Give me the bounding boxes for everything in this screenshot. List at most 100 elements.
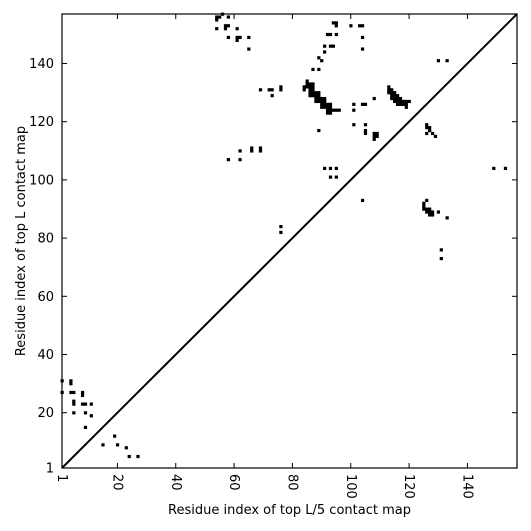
contact-point — [393, 96, 397, 101]
contact-point — [433, 134, 438, 138]
contact-point — [422, 207, 426, 211]
contact-point — [425, 198, 429, 203]
contact-point — [358, 24, 362, 28]
contact-point — [328, 166, 333, 170]
contact-points — [60, 12, 508, 459]
contact-point — [215, 27, 219, 31]
contact-point — [136, 454, 140, 459]
y-tick-label: 140 — [29, 57, 54, 72]
contact-point — [334, 108, 338, 112]
contact-point — [323, 99, 327, 104]
contact-point — [363, 102, 368, 106]
contact-point — [270, 94, 274, 98]
contact-point — [425, 207, 429, 211]
contact-point — [375, 131, 379, 136]
contact-point — [352, 123, 356, 127]
contact-point — [395, 96, 400, 101]
contact-point — [372, 96, 376, 101]
contact-point — [317, 128, 321, 133]
diagonal-line — [61, 13, 518, 469]
y-tick-label: 80 — [37, 232, 54, 247]
contact-point — [352, 108, 356, 112]
contact-point — [375, 134, 379, 138]
contact-point — [363, 131, 368, 136]
contact-point — [311, 91, 315, 95]
contact-point — [215, 15, 219, 19]
contact-point — [320, 96, 324, 101]
contact-point — [395, 99, 400, 104]
contact-point — [235, 38, 239, 42]
contact-point — [308, 85, 312, 89]
contact-point — [331, 44, 336, 48]
contact-point — [390, 94, 394, 98]
contact-point — [250, 149, 254, 153]
contact-point — [428, 128, 432, 133]
contact-point — [430, 213, 435, 217]
contact-point — [80, 402, 85, 406]
contact-point — [305, 82, 309, 86]
contact-point — [247, 35, 251, 40]
contact-point — [72, 390, 76, 395]
contact-point — [503, 166, 508, 170]
contact-point — [258, 88, 263, 92]
x-tick-label: 40 — [168, 474, 183, 491]
contact-point — [226, 15, 231, 19]
contact-point — [328, 105, 333, 109]
contact-point — [439, 248, 443, 252]
contact-point — [69, 390, 73, 395]
contact-point — [395, 102, 400, 106]
contact-point — [393, 91, 397, 95]
contact-point — [317, 67, 321, 72]
contact-point — [226, 24, 231, 28]
x-tick-label: 80 — [284, 474, 299, 491]
contact-point — [235, 35, 239, 40]
contact-point — [226, 158, 231, 162]
contact-point — [363, 128, 368, 133]
contact-point — [279, 85, 283, 89]
contact-point — [80, 393, 85, 397]
contact-point — [425, 131, 429, 136]
contact-point — [428, 126, 432, 130]
contact-point — [328, 111, 333, 115]
contact-point — [218, 15, 222, 19]
contact-point — [72, 399, 76, 403]
contact-point — [393, 94, 397, 98]
contact-point — [305, 79, 309, 83]
y-tick-label: 100 — [29, 173, 54, 188]
contact-point — [317, 99, 321, 104]
contact-point — [101, 443, 105, 447]
contact-point — [398, 96, 403, 101]
contact-point — [279, 224, 283, 229]
y-tick-label: 1 — [46, 462, 54, 477]
contact-point — [422, 201, 426, 205]
contact-point — [363, 123, 368, 127]
contact-point — [334, 32, 338, 37]
contact-point — [436, 210, 441, 214]
contact-point — [387, 91, 391, 95]
contact-point — [390, 96, 394, 101]
contact-point — [428, 213, 432, 217]
contact-point — [323, 96, 327, 101]
contact-point — [320, 105, 324, 109]
contact-point — [331, 108, 336, 112]
contact-point — [267, 88, 271, 92]
contact-point — [83, 425, 88, 430]
contact-point — [328, 44, 333, 48]
contact-point — [113, 434, 117, 438]
y-tick-label: 60 — [37, 290, 54, 305]
contact-point — [83, 402, 88, 406]
contact-point — [334, 21, 338, 25]
contact-point — [72, 411, 76, 415]
contact-point — [325, 102, 330, 106]
contact-point — [80, 390, 85, 395]
contact-point — [445, 59, 449, 63]
x-tick-label: 100 — [343, 474, 358, 499]
contact-point — [337, 108, 341, 112]
contact-point — [430, 131, 435, 136]
contact-point — [390, 91, 394, 95]
contact-point — [258, 146, 263, 150]
contact-point — [302, 85, 306, 89]
contact-point — [328, 108, 333, 112]
contact-point — [401, 99, 406, 104]
contact-point — [270, 88, 274, 92]
